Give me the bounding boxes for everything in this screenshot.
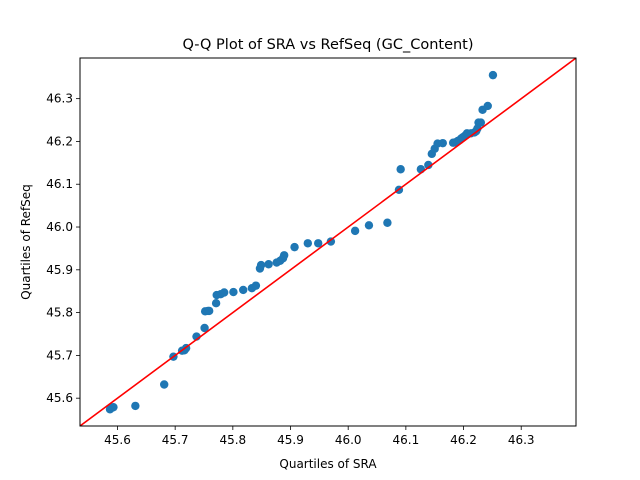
reference-line [80,58,576,426]
data-point [109,402,118,412]
x-tick-label: 45.8 [219,433,246,447]
y-tick-label: 45.6 [46,391,73,405]
data-point [290,242,299,252]
data-point [229,287,238,297]
data-point [476,118,486,127]
y-tick-label: 46.2 [46,134,73,148]
data-point [383,218,392,227]
data-point [303,239,313,248]
data-point [483,101,492,111]
data-point [239,285,248,295]
data-point [160,380,169,389]
x-axis-label: Quartiles of SRA [279,457,377,471]
data-point [211,298,221,308]
data-point [326,237,336,246]
data-point [204,306,214,316]
x-tick-label: 46.2 [450,433,477,447]
data-point [438,138,447,148]
plot-frame [79,57,577,427]
data-point [314,239,323,248]
data-point [251,281,261,290]
y-axis-label: Quartiles of RefSeq [19,184,33,300]
data-point [488,70,498,80]
data-point [279,251,289,260]
data-point [219,288,229,297]
data-point [350,226,360,236]
data-point [364,221,374,230]
data-point [396,165,405,174]
x-tick-label: 46.1 [393,433,420,447]
x-tick-label: 45.6 [104,433,131,447]
data-point [131,401,140,411]
y-tick-label: 45.9 [46,263,73,277]
chart-title: Q-Q Plot of SRA vs RefSeq (GC_Content) [182,37,473,53]
data-point [424,160,433,170]
x-tick-label: 46.3 [508,433,535,447]
y-tick-label: 46.3 [46,92,73,106]
y-tick-label: 46.1 [46,177,73,191]
y-tick-label: 45.8 [46,306,73,320]
x-tick-label: 46.0 [335,433,362,447]
data-point [256,260,266,270]
x-tick-label: 45.7 [162,433,189,447]
data-point [200,323,209,333]
axis-ticks: 45.6 45.7 45.8 45.9 46.0 46.1 46.2 46.3 45.6 45.7… [46,92,534,447]
x-tick-label: 45.9 [277,433,304,447]
plot-area [80,58,576,426]
y-tick-label: 46.0 [46,220,73,234]
y-tick-label: 45.7 [46,348,73,362]
data-point [264,260,273,269]
